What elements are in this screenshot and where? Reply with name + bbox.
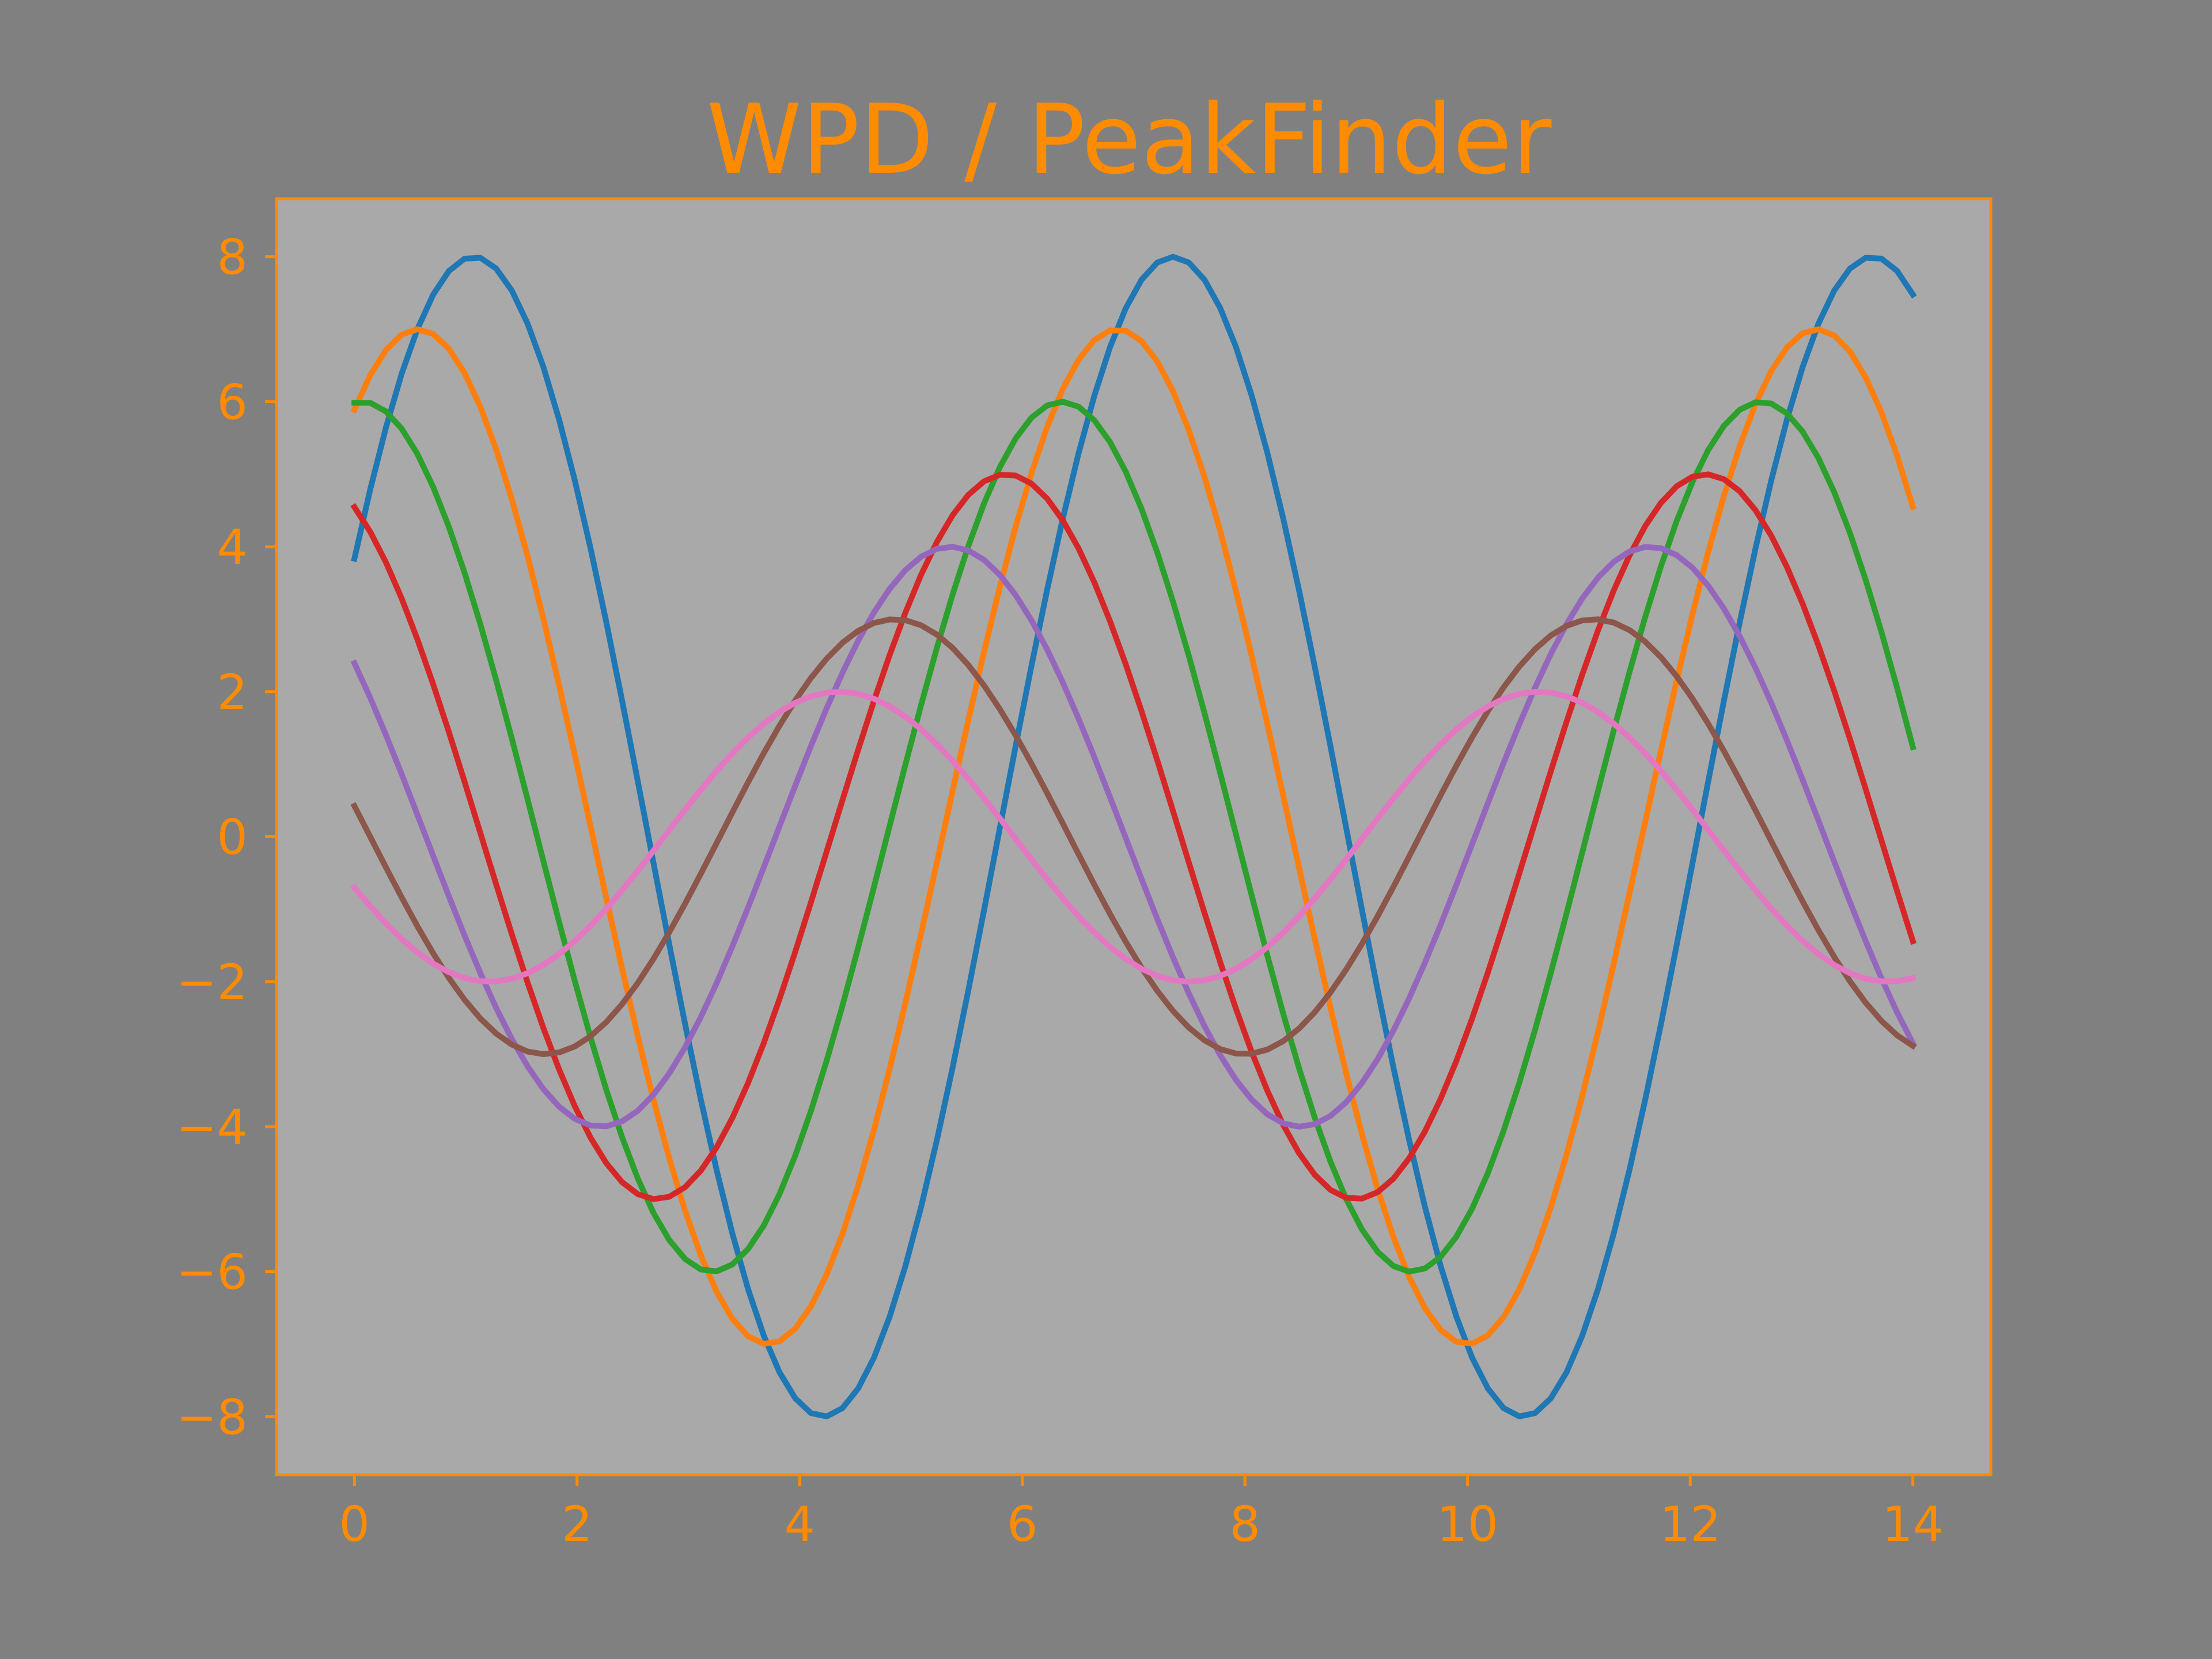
series-line-sine-1 — [351, 253, 1917, 1419]
series-line-sine-3 — [351, 399, 1916, 1275]
y-tick-label: 0 — [217, 809, 248, 866]
plot-area — [276, 199, 1991, 1475]
x-tick-label: 8 — [1230, 1496, 1260, 1552]
series-line-sine-7 — [350, 688, 1916, 985]
series-line-sine-6 — [350, 616, 1917, 1058]
y-tick-label: −6 — [176, 1244, 248, 1301]
series-line-sine-4 — [350, 471, 1917, 1202]
y-tick-label: −2 — [176, 954, 248, 1010]
y-axis: −8 −6 −4 −2 0 2 4 6 8 — [176, 229, 276, 1445]
series-line-sine-2 — [350, 326, 1916, 1347]
y-tick-label: −8 — [176, 1389, 248, 1445]
series-layer — [350, 253, 1917, 1419]
y-tick-label: 4 — [217, 519, 248, 575]
x-tick-label: 0 — [339, 1496, 370, 1552]
x-tick-label: 10 — [1437, 1496, 1498, 1552]
y-tick-label: 8 — [217, 229, 248, 286]
x-tick-label: 6 — [1007, 1496, 1037, 1552]
y-tick-label: 6 — [217, 374, 248, 430]
y-tick-label: 2 — [217, 664, 248, 721]
chart-title: WPD / PeakFinder — [707, 84, 1552, 196]
x-axis: 0 2 4 6 8 10 12 14 — [339, 1475, 1944, 1552]
series-line-sine-5 — [350, 544, 1917, 1130]
x-tick-label: 12 — [1660, 1496, 1721, 1552]
x-tick-label: 2 — [562, 1496, 592, 1552]
x-tick-label: 14 — [1882, 1496, 1944, 1552]
y-tick-label: −4 — [176, 1099, 248, 1156]
x-tick-label: 4 — [785, 1496, 815, 1552]
